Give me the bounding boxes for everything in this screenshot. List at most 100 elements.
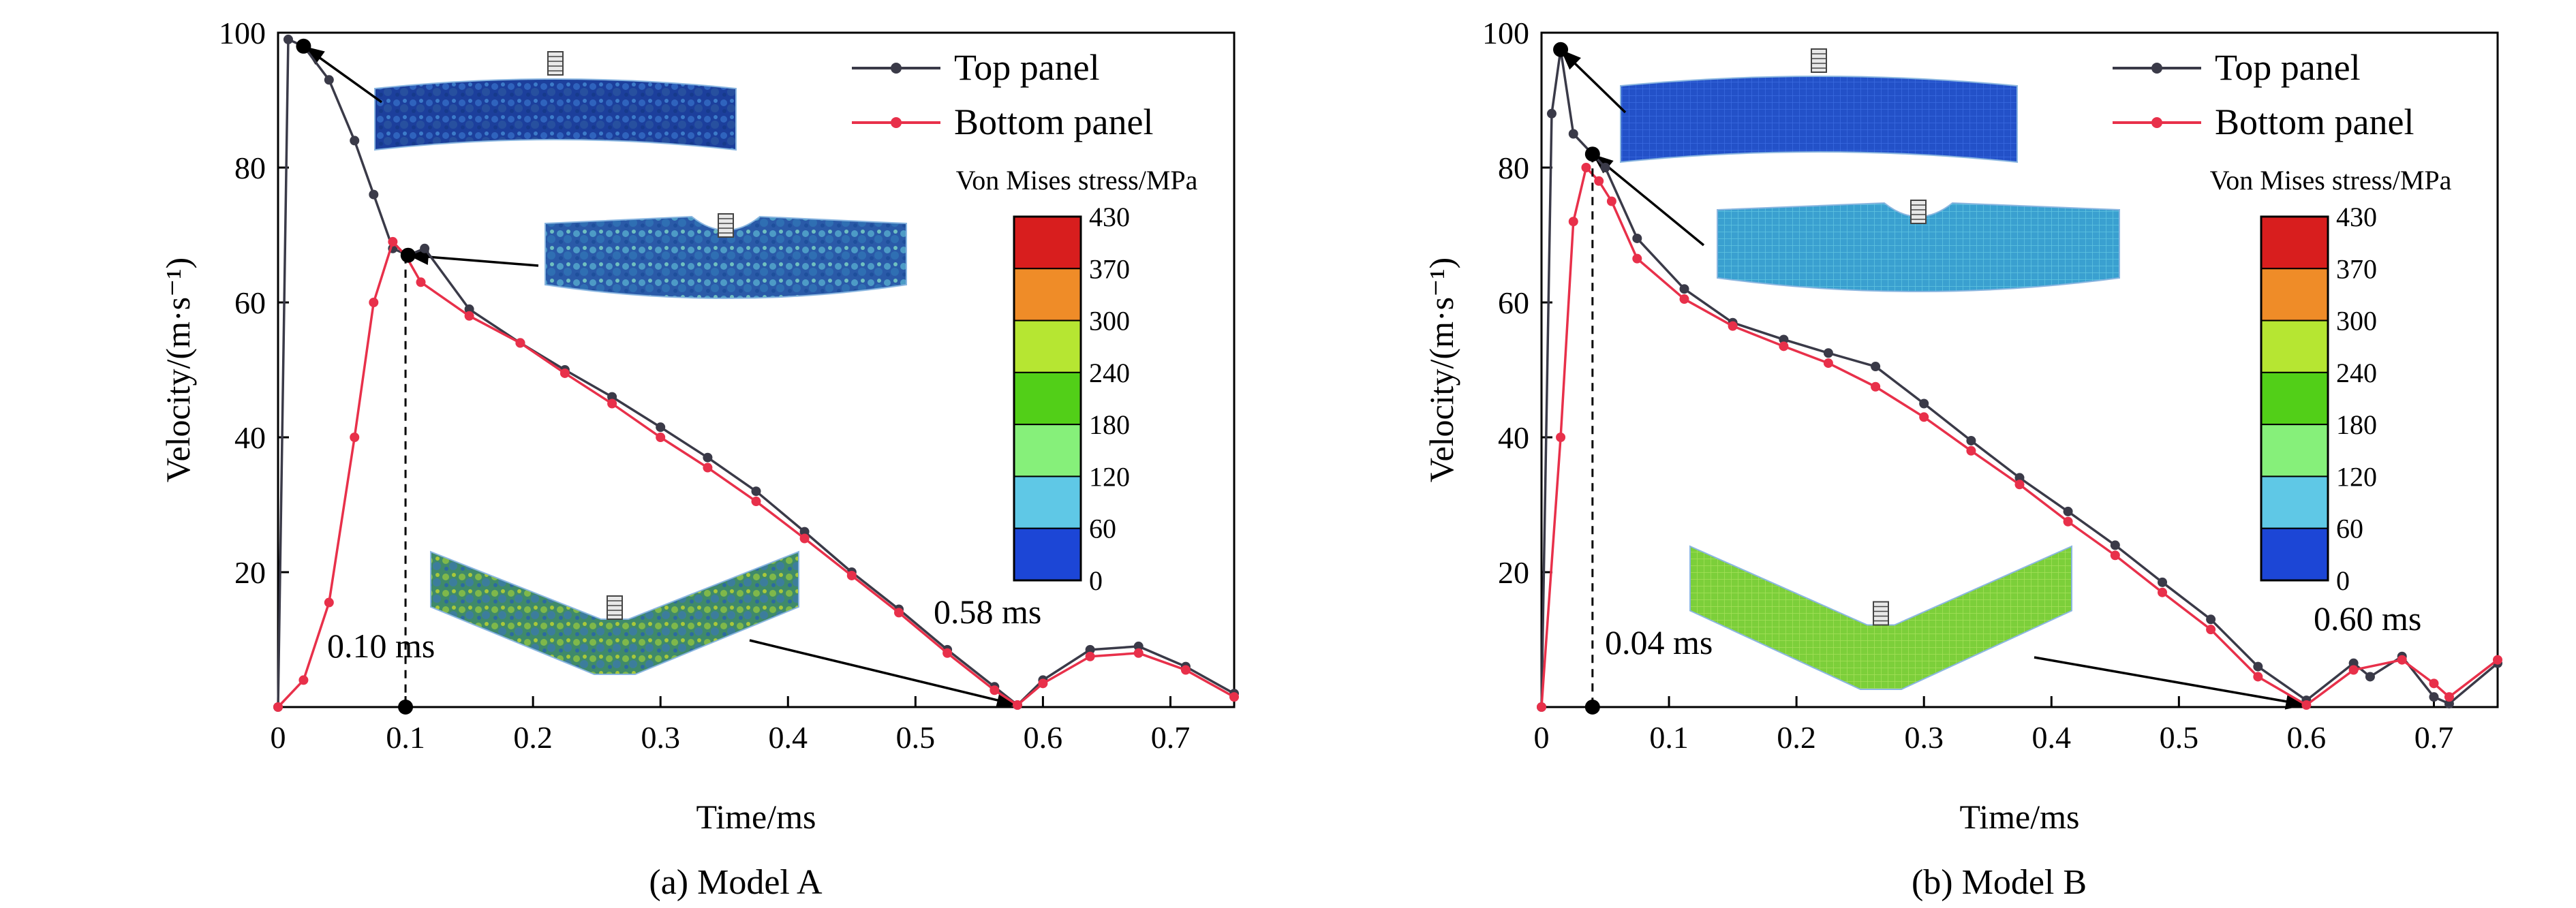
legend-swatch-marker: [2151, 63, 2162, 74]
data-point: [894, 608, 904, 618]
stress-colorbar: Von Mises stress/MPa 430 370 300 240 180 120 60…: [956, 165, 1198, 596]
data-point: [1600, 163, 1610, 172]
data-point: [2429, 678, 2439, 689]
leader-arrow-line: [749, 639, 1018, 706]
data-point: [2206, 625, 2216, 635]
data-point: [273, 702, 283, 712]
data-point: [656, 433, 666, 442]
legend-swatch-marker: [891, 63, 902, 74]
colorbar-swatch: [2260, 475, 2329, 529]
colorbar-swatch: [2260, 527, 2329, 582]
data-point: [2253, 672, 2263, 682]
data-point: [2348, 665, 2359, 675]
data-point: [703, 452, 713, 463]
colorbar-label: 0: [2336, 565, 2350, 596]
data-point: [298, 675, 309, 685]
data-point: [464, 311, 474, 321]
inset-impactor: [547, 51, 564, 76]
colorbar-label: 0: [1089, 565, 1103, 596]
data-point: [388, 236, 398, 247]
data-point: [2063, 516, 2073, 527]
inset-stress-snapshot-2: [1717, 200, 2120, 292]
chart-panel-a: 0 0.1 0.2 0.3 0.4 0.5 0.6 0.7 20 40 60 80 100 Time/ms…: [159, 16, 1239, 902]
chart-panel-b: 0 0.1 0.2 0.3 0.4 0.5 0.6 0.7 20 40 60 80 100 Time/ms…: [1422, 16, 2502, 902]
inset-stress-snapshot-3: [430, 550, 799, 675]
colorbar-label: 300: [2336, 306, 2377, 336]
annotation-marker: [398, 700, 414, 715]
data-point: [1556, 433, 1566, 442]
panel-caption: (b) Model B: [1912, 863, 2087, 902]
data-point: [1085, 644, 1095, 655]
legend-label: Top panel: [2215, 47, 2361, 88]
colorbar-label: 240: [1089, 358, 1130, 388]
data-point: [1823, 348, 1833, 358]
colorbar-frame: [1013, 215, 1082, 582]
inset-stress-snapshot-1: [374, 51, 737, 151]
data-point: [2014, 480, 2025, 490]
y-tick-label: 100: [1482, 16, 1529, 50]
colorbar-swatch: [1013, 475, 1082, 529]
data-point: [350, 433, 360, 442]
data-point: [1012, 700, 1022, 710]
data-point: [464, 304, 474, 314]
inset-impactor: [718, 213, 734, 238]
x-tick-label: 0.1: [386, 720, 425, 755]
colorbar-label: 430: [2336, 202, 2377, 232]
annotation-label: 0.10 ms: [327, 627, 435, 665]
x-tick-label: 0.6: [2287, 720, 2327, 755]
colorbar-swatch: [2260, 216, 2329, 270]
peak-marker: [1553, 42, 1569, 57]
colorbar-title: Von Mises stress/MPa: [956, 165, 1198, 195]
legend-label: Bottom panel: [954, 101, 1153, 142]
y-tick-label: 80: [1498, 151, 1529, 185]
x-tick-label: 0.2: [1777, 720, 1816, 755]
series-line: [277, 240, 1235, 708]
inset-impactor: [1873, 601, 1889, 626]
annotation-label: 0.60 ms: [2314, 599, 2421, 638]
legend-label: Bottom panel: [2215, 101, 2414, 142]
data-point: [751, 486, 761, 497]
data-point: [1537, 702, 1546, 712]
inset-impactor: [1910, 200, 1927, 224]
plot-frame: [277, 31, 1236, 708]
y-axis-label: Velocity/(m·s⁻¹): [159, 257, 197, 482]
x-tick-label: 0.3: [641, 720, 680, 755]
colorbar-swatch: [2260, 319, 2329, 373]
data-point: [1606, 196, 1616, 206]
inset-stress-snapshot-2: [545, 213, 907, 299]
x-tick-label: 0.3: [1904, 720, 1944, 755]
colorbar-label: 370: [1089, 253, 1130, 284]
series-bottom-panel: [1537, 163, 2502, 712]
colorbar-swatch: [2260, 268, 2329, 322]
data-point: [751, 497, 761, 507]
colorbar-swatch: [1013, 424, 1082, 478]
x-tick-label: 0.4: [769, 720, 808, 755]
y-tick-label: 40: [234, 420, 266, 455]
panel-caption: (a) Model A: [649, 863, 823, 902]
legend: Top panel Bottom panel: [2113, 47, 2414, 142]
data-point: [799, 533, 810, 544]
data-point: [1133, 641, 1144, 651]
data-point: [416, 277, 426, 287]
legend-swatch-marker: [2151, 117, 2162, 128]
x-axis-label: Time/ms: [696, 798, 816, 836]
colorbar-label: 430: [1089, 202, 1130, 232]
data-point: [1728, 321, 1738, 331]
colorbar-label: 120: [1089, 461, 1130, 492]
colorbar-label: 370: [2336, 253, 2377, 284]
data-point: [2206, 614, 2216, 625]
annotation-marker: [1584, 700, 1600, 715]
data-point: [1679, 284, 1689, 294]
data-point: [1779, 341, 1789, 351]
colorbar-swatch: [1013, 527, 1082, 582]
y-tick-label: 80: [234, 151, 266, 185]
data-point: [703, 463, 713, 473]
data-point: [2429, 692, 2439, 702]
data-point: [1871, 362, 1881, 372]
colorbar-swatch: [1013, 216, 1082, 270]
data-point: [2365, 672, 2375, 682]
data-point: [324, 597, 334, 608]
data-point: [2110, 540, 2120, 550]
data-point: [1871, 381, 1881, 392]
